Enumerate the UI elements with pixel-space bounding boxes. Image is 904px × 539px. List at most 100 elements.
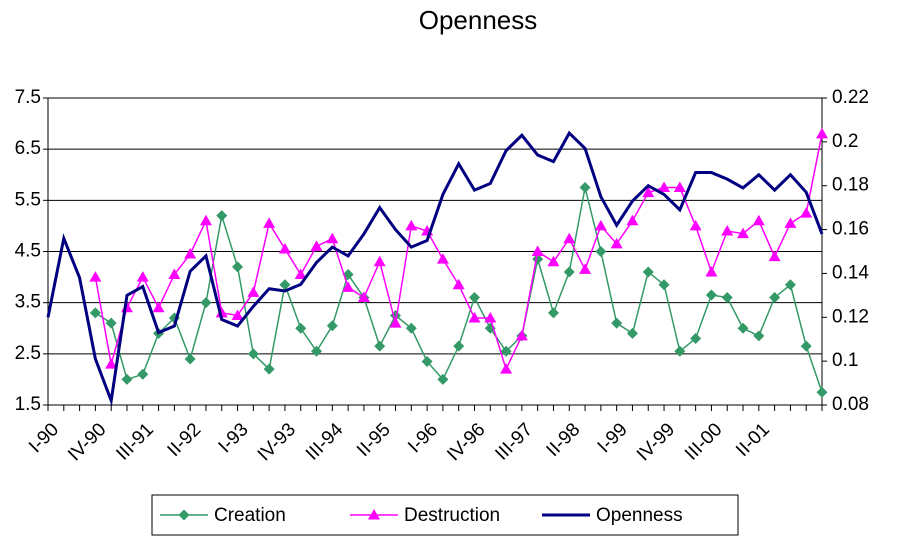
marker bbox=[611, 317, 623, 329]
x-tick-label: IV-99 bbox=[633, 419, 679, 465]
marker bbox=[184, 353, 196, 365]
x-tick-label: I-90 bbox=[25, 419, 63, 457]
marker bbox=[579, 182, 591, 194]
marker bbox=[184, 248, 197, 259]
legend-label: Creation bbox=[214, 505, 286, 526]
marker bbox=[216, 210, 228, 222]
x-tick-label: I-99 bbox=[594, 419, 632, 457]
marker bbox=[247, 286, 260, 297]
marker bbox=[689, 219, 702, 231]
marker bbox=[484, 312, 497, 323]
marker bbox=[405, 219, 418, 231]
marker bbox=[784, 279, 796, 291]
marker bbox=[563, 232, 576, 244]
x-tick-label: II-95 bbox=[353, 419, 395, 461]
marker bbox=[642, 266, 654, 278]
marker bbox=[500, 345, 512, 357]
marker bbox=[295, 322, 307, 334]
marker bbox=[279, 279, 291, 291]
marker bbox=[374, 340, 386, 352]
marker bbox=[563, 266, 575, 278]
marker bbox=[121, 373, 133, 385]
marker bbox=[342, 281, 355, 292]
marker bbox=[452, 278, 465, 290]
y-tick-label: 1.5 bbox=[15, 394, 41, 415]
marker bbox=[311, 345, 323, 357]
y-tick-label: 7.5 bbox=[15, 87, 41, 108]
marker bbox=[800, 340, 812, 352]
marker bbox=[532, 253, 544, 265]
marker bbox=[705, 289, 717, 301]
marker bbox=[674, 345, 686, 357]
y2-tick-label: 0.08 bbox=[832, 394, 869, 415]
marker bbox=[737, 227, 750, 239]
x-tick-label: I-96 bbox=[404, 419, 442, 457]
chart-title: Openness bbox=[419, 5, 538, 35]
marker bbox=[373, 255, 386, 267]
marker bbox=[642, 186, 655, 198]
marker bbox=[594, 219, 607, 231]
marker bbox=[389, 317, 402, 328]
marker bbox=[136, 271, 149, 282]
y2-tick-label: 0.2 bbox=[832, 131, 858, 152]
marker bbox=[152, 301, 165, 313]
marker bbox=[168, 268, 181, 280]
marker bbox=[721, 225, 734, 236]
marker bbox=[436, 253, 449, 264]
y2-tick-label: 0.18 bbox=[832, 175, 869, 196]
marker bbox=[784, 217, 797, 228]
marker bbox=[531, 245, 544, 256]
marker bbox=[200, 297, 212, 309]
marker bbox=[437, 373, 449, 385]
y2-tick-label: 0.22 bbox=[832, 87, 869, 108]
x-tick-label: III-97 bbox=[491, 419, 536, 464]
marker bbox=[89, 271, 102, 282]
marker bbox=[326, 232, 339, 244]
x-tick-label: IV-93 bbox=[254, 419, 300, 465]
legend-box bbox=[151, 494, 739, 536]
marker bbox=[610, 237, 623, 249]
marker bbox=[547, 255, 560, 267]
marker bbox=[232, 261, 244, 273]
marker bbox=[626, 214, 639, 226]
x-tick-label: III-00 bbox=[681, 419, 726, 464]
x-tick-label: I-93 bbox=[215, 419, 253, 457]
y-tick-label: 4.5 bbox=[15, 241, 41, 262]
x-tick-label: II-98 bbox=[543, 419, 585, 461]
y-tick-label: 3.5 bbox=[15, 292, 41, 313]
marker bbox=[468, 312, 481, 323]
marker bbox=[500, 363, 513, 374]
marker bbox=[199, 214, 212, 226]
x-tick-label: III-94 bbox=[302, 419, 348, 465]
marker bbox=[673, 181, 686, 193]
y2-tick-label: 0.12 bbox=[832, 306, 869, 327]
x-tick-label: II-92 bbox=[164, 419, 206, 461]
marker bbox=[626, 327, 638, 339]
marker bbox=[816, 386, 828, 398]
y-tick-label: 2.5 bbox=[15, 343, 41, 364]
marker bbox=[816, 127, 828, 139]
marker bbox=[405, 322, 417, 334]
marker bbox=[753, 330, 765, 342]
marker bbox=[368, 509, 380, 520]
x-tick-label: II-01 bbox=[732, 419, 774, 461]
y-tick-label: 5.5 bbox=[15, 189, 41, 210]
marker bbox=[105, 317, 117, 329]
marker bbox=[595, 246, 607, 257]
marker bbox=[137, 368, 149, 380]
marker bbox=[326, 320, 338, 332]
marker bbox=[768, 250, 781, 262]
legend-label: Destruction bbox=[404, 505, 500, 526]
marker bbox=[705, 265, 718, 277]
marker bbox=[105, 358, 118, 369]
legend-label: Openness bbox=[596, 505, 683, 526]
marker bbox=[468, 292, 480, 304]
marker bbox=[263, 217, 276, 228]
marker bbox=[800, 207, 813, 218]
marker bbox=[769, 292, 781, 304]
y2-tick-label: 0.1 bbox=[832, 350, 858, 371]
marker bbox=[263, 363, 275, 375]
marker bbox=[579, 263, 592, 274]
y2-tick-label: 0.16 bbox=[832, 219, 869, 240]
x-tick-label: IV-96 bbox=[443, 419, 489, 465]
